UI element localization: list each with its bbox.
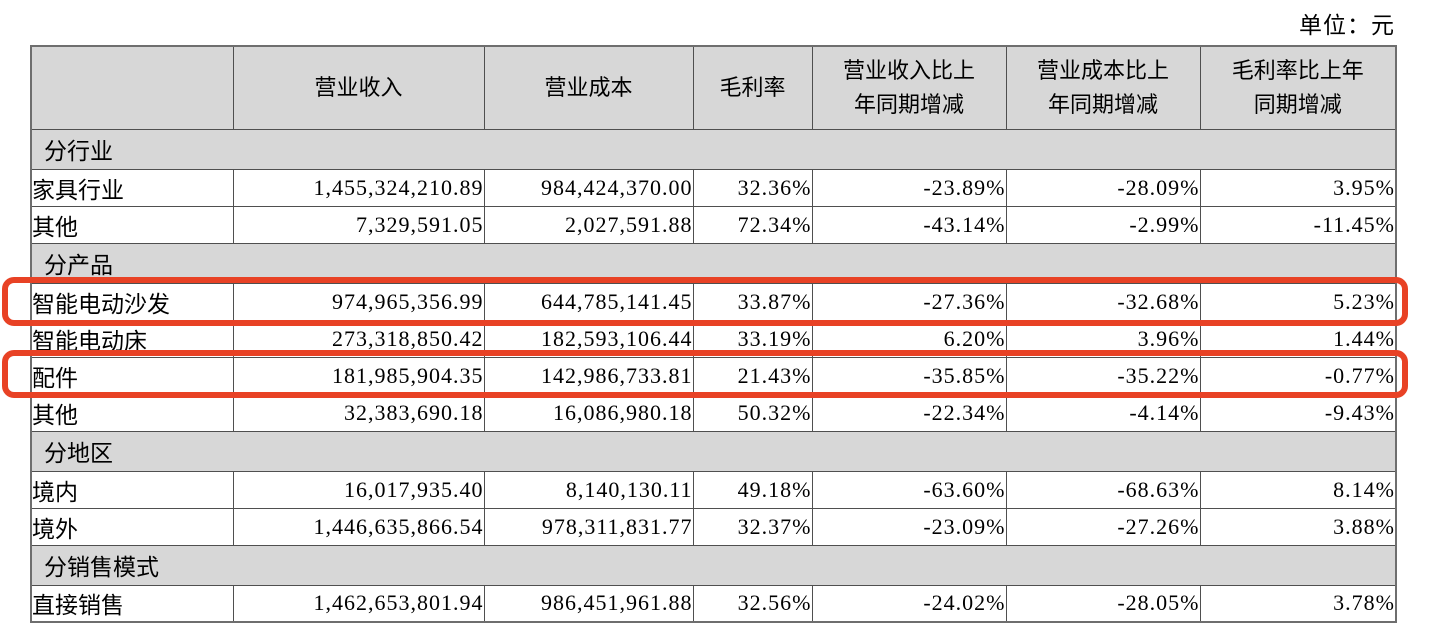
row-furniture-industry: 家具行业 1,455,324,210.89 984,424,370.00 32.… xyxy=(30,168,1397,207)
cell-revenue-yoy: -35.85% xyxy=(811,356,1007,395)
section-row-region: 分地区 xyxy=(30,430,1397,472)
cell-label: 其他 xyxy=(30,205,234,244)
cell-gross-margin: 32.37% xyxy=(692,507,813,546)
cell-cost-yoy: -68.63% xyxy=(1005,470,1201,509)
cell-label: 境内 xyxy=(30,470,234,509)
row-smart-electric-sofa: 智能电动沙发 974,965,356.99 644,785,141.45 33.… xyxy=(30,282,1397,321)
cell-revenue-yoy: -24.02% xyxy=(811,584,1007,623)
cell-label: 家具行业 xyxy=(30,168,234,207)
cell-cost: 2,027,591.88 xyxy=(483,205,694,244)
cell-revenue-yoy: -23.89% xyxy=(811,168,1007,207)
cell-cost-yoy: -32.68% xyxy=(1005,282,1201,321)
row-domestic: 境内 16,017,935.40 8,140,130.11 49.18% -63… xyxy=(30,470,1397,509)
cell-revenue-yoy: -23.09% xyxy=(811,507,1007,546)
cell-cost: 8,140,130.11 xyxy=(483,470,694,509)
row-direct-sales: 直接销售 1,462,653,801.94 986,451,961.88 32.… xyxy=(30,584,1397,623)
cell-gross-margin-yoy: -9.43% xyxy=(1199,393,1397,432)
section-row-industry: 分行业 xyxy=(30,128,1397,170)
cell-gross-margin: 72.34% xyxy=(692,205,813,244)
cell-revenue: 1,446,635,866.54 xyxy=(232,507,485,546)
unit-label: 单位：元 xyxy=(1299,13,1395,38)
cell-gross-margin: 32.36% xyxy=(692,168,813,207)
cell-cost-yoy: -28.05% xyxy=(1005,584,1201,623)
cell-revenue: 32,383,690.18 xyxy=(232,393,485,432)
cell-revenue-yoy: -22.34% xyxy=(811,393,1007,432)
cell-revenue: 974,965,356.99 xyxy=(232,282,485,321)
cell-revenue: 16,017,935.40 xyxy=(232,470,485,509)
cell-cost: 644,785,141.45 xyxy=(483,282,694,321)
cell-cost-yoy: 3.96% xyxy=(1005,319,1201,358)
cell-gross-margin: 33.19% xyxy=(692,319,813,358)
section-label: 分销售模式 xyxy=(30,544,1397,586)
cell-gross-margin: 21.43% xyxy=(692,356,813,395)
cell-label: 配件 xyxy=(30,356,234,395)
header-gross-margin: 毛利率 xyxy=(692,45,813,130)
cell-gross-margin: 32.56% xyxy=(692,584,813,623)
cell-cost: 984,424,370.00 xyxy=(483,168,694,207)
cell-label: 直接销售 xyxy=(30,584,234,623)
cell-cost-yoy: -2.99% xyxy=(1005,205,1201,244)
cell-label: 智能电动床 xyxy=(30,319,234,358)
section-row-product: 分产品 xyxy=(30,242,1397,284)
row-smart-electric-bed: 智能电动床 273,318,850.42 182,593,106.44 33.1… xyxy=(30,319,1397,358)
cell-revenue: 1,455,324,210.89 xyxy=(232,168,485,207)
cell-label: 其他 xyxy=(30,393,234,432)
cell-gross-margin-yoy: 3.95% xyxy=(1199,168,1397,207)
cell-revenue: 181,985,904.35 xyxy=(232,356,485,395)
cell-revenue: 7,329,591.05 xyxy=(232,205,485,244)
header-blank xyxy=(30,45,234,130)
section-label: 分行业 xyxy=(30,128,1397,170)
cell-cost-yoy: -28.09% xyxy=(1005,168,1201,207)
cell-gross-margin-yoy: 8.14% xyxy=(1199,470,1397,509)
cell-revenue-yoy: -27.36% xyxy=(811,282,1007,321)
cell-cost-yoy: -35.22% xyxy=(1005,356,1201,395)
cell-gross-margin-yoy: 5.23% xyxy=(1199,282,1397,321)
cell-gross-margin: 50.32% xyxy=(692,393,813,432)
cell-gross-margin-yoy: 1.44% xyxy=(1199,319,1397,358)
cell-label: 智能电动沙发 xyxy=(30,282,234,321)
cell-gross-margin-yoy: 3.88% xyxy=(1199,507,1397,546)
segment-performance-table: 营业收入 营业成本 毛利率 营业收入比上年同期增减 营业成本比上年同期增减 毛利… xyxy=(30,45,1397,623)
row-other-industry: 其他 7,329,591.05 2,027,591.88 72.34% -43.… xyxy=(30,205,1397,244)
cell-revenue-yoy: -63.60% xyxy=(811,470,1007,509)
cell-revenue: 1,462,653,801.94 xyxy=(232,584,485,623)
cell-label: 境外 xyxy=(30,507,234,546)
row-accessories: 配件 181,985,904.35 142,986,733.81 21.43% … xyxy=(30,356,1397,395)
section-label: 分地区 xyxy=(30,430,1397,472)
section-row-sales-mode: 分销售模式 xyxy=(30,544,1397,586)
cell-cost: 16,086,980.18 xyxy=(483,393,694,432)
cell-gross-margin-yoy: -11.45% xyxy=(1199,205,1397,244)
header-revenue-yoy: 营业收入比上年同期增减 xyxy=(811,45,1007,130)
header-cost: 营业成本 xyxy=(483,45,694,130)
cell-gross-margin: 33.87% xyxy=(692,282,813,321)
cell-cost-yoy: -27.26% xyxy=(1005,507,1201,546)
cell-cost: 978,311,831.77 xyxy=(483,507,694,546)
cell-gross-margin-yoy: -0.77% xyxy=(1199,356,1397,395)
cell-cost: 986,451,961.88 xyxy=(483,584,694,623)
section-label: 分产品 xyxy=(30,242,1397,284)
header-revenue: 营业收入 xyxy=(232,45,485,130)
header-cost-yoy: 营业成本比上年同期增减 xyxy=(1005,45,1201,130)
row-other-product: 其他 32,383,690.18 16,086,980.18 50.32% -2… xyxy=(30,393,1397,432)
cell-gross-margin-yoy: 3.78% xyxy=(1199,584,1397,623)
row-overseas: 境外 1,446,635,866.54 978,311,831.77 32.37… xyxy=(30,507,1397,546)
table-header-row: 营业收入 营业成本 毛利率 营业收入比上年同期增减 营业成本比上年同期增减 毛利… xyxy=(30,45,1397,130)
cell-cost: 142,986,733.81 xyxy=(483,356,694,395)
cell-cost: 182,593,106.44 xyxy=(483,319,694,358)
cell-revenue: 273,318,850.42 xyxy=(232,319,485,358)
cell-gross-margin: 49.18% xyxy=(692,470,813,509)
header-gross-margin-yoy: 毛利率比上年同期增减 xyxy=(1199,45,1397,130)
cell-revenue-yoy: -43.14% xyxy=(811,205,1007,244)
cell-cost-yoy: -4.14% xyxy=(1005,393,1201,432)
cell-revenue-yoy: 6.20% xyxy=(811,319,1007,358)
